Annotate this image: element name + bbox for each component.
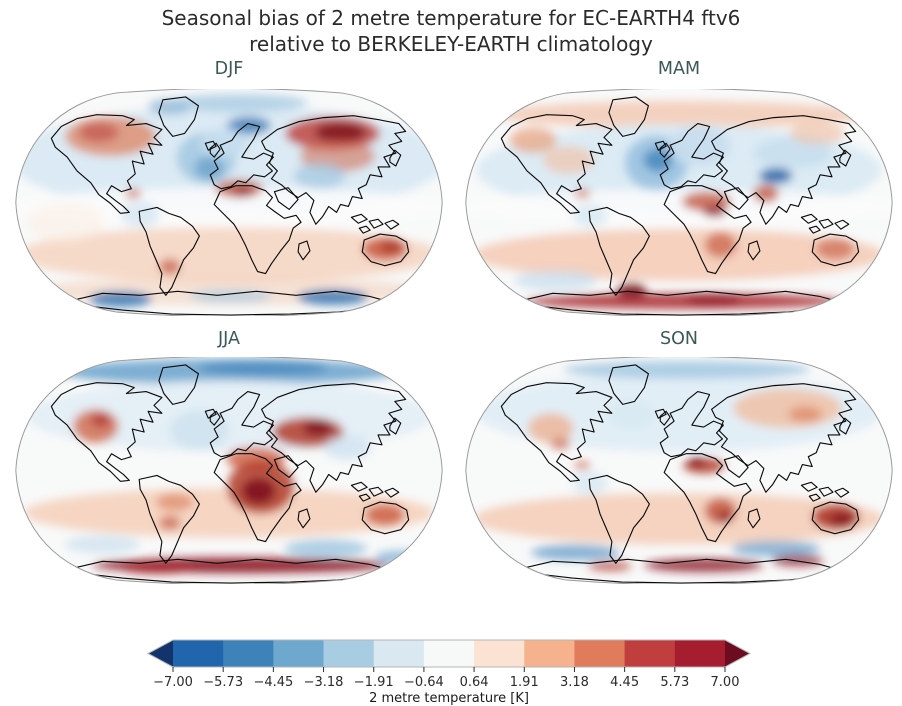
colorbar-tick-label: 4.45 [610, 675, 639, 690]
map-panel-mam [465, 89, 893, 316]
map-panel-son [465, 357, 893, 584]
colorbar-tick-label: −3.18 [304, 675, 344, 690]
coastlines [500, 96, 879, 316]
figure-title-line2: relative to BERKELEY-EARTH climatology [249, 32, 653, 56]
colorbar-segments [173, 640, 726, 667]
map-outline [15, 357, 443, 584]
coastlines [50, 96, 429, 316]
bias-contour-blobs [23, 358, 435, 575]
figure-title-line1: Seasonal bias of 2 metre temperature for… [161, 6, 741, 30]
map-panel-jja [15, 357, 443, 584]
bias-contour-blobs [15, 93, 443, 308]
colorbar-tick-label: 7.00 [711, 675, 740, 690]
bias-contour-blobs [473, 360, 885, 573]
colorbar: −7.00 −5.73 −4.45 −3.18 −1.91 −0.64 0.64 1.91 3.… [146, 639, 752, 706]
map-outline [465, 357, 893, 584]
colorbar-tick-label: 1.91 [510, 675, 539, 690]
colorbar-tick-label: 0.64 [460, 675, 489, 690]
colorbar-extend-right [725, 640, 750, 667]
coastlines [500, 364, 879, 584]
colorbar-extend-left [148, 640, 173, 667]
colorbar-tick-label: 3.18 [560, 675, 589, 690]
panel-title-son: SON [660, 329, 698, 349]
colorbar-axis-label: 2 metre temperature [K] [369, 691, 529, 705]
figure-title: Seasonal bias of 2 metre temperature for… [0, 5, 902, 57]
colorbar-tick-label: −4.45 [253, 675, 293, 690]
colorbar-area: −7.00 −5.73 −4.45 −3.18 −1.91 −0.64 0.64 1.91 3.… [139, 637, 763, 706]
colorbar-tick-label: −0.64 [404, 675, 444, 690]
bias-contour-blobs [465, 100, 893, 310]
colorbar-tick-labels: −7.00 −5.73 −4.45 −3.18 −1.91 −0.64 0.64 1.91 3.… [153, 675, 739, 690]
colorbar-tick-label: 5.73 [660, 675, 689, 690]
panel-title-jja: JJA [218, 329, 240, 349]
colorbar-tick-label: −1.91 [354, 675, 394, 690]
map-panel-djf [15, 89, 443, 316]
panel-title-mam: MAM [657, 59, 701, 79]
map-outline [15, 89, 443, 316]
panel-title-djf: DJF [214, 59, 244, 79]
colorbar-tick-label: −5.73 [203, 675, 243, 690]
colorbar-tick-label: −7.00 [153, 675, 193, 690]
colorbar-ticks [172, 667, 726, 672]
map-outline [465, 89, 893, 316]
